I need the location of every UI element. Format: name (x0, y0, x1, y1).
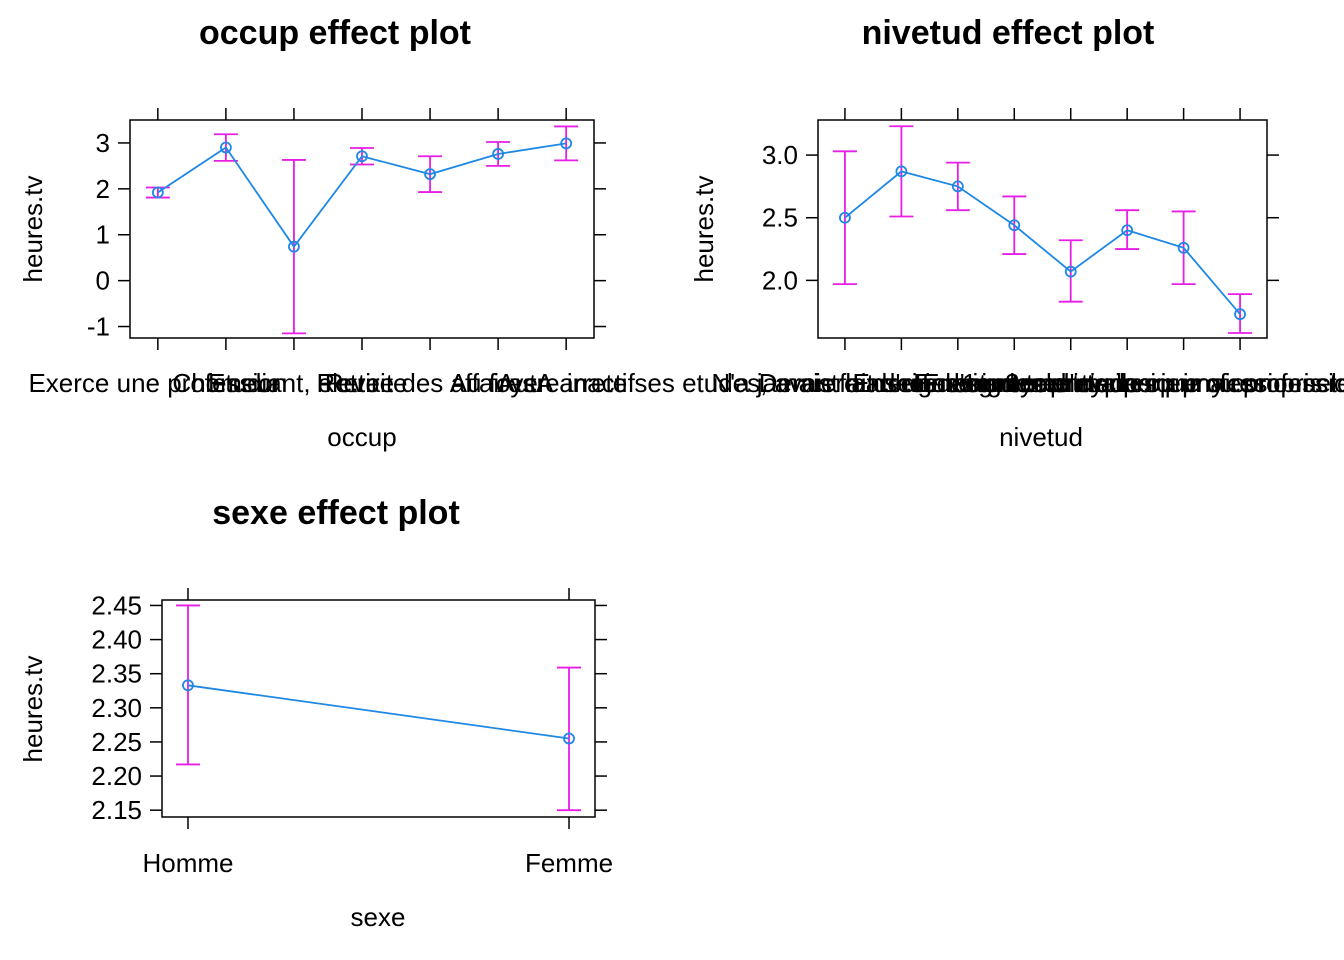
y-tick-label: 2.45 (91, 590, 142, 620)
y-tick-label: 2.0 (762, 265, 798, 295)
x-tick-label: Enseignement superieur y compris techniq… (922, 368, 1344, 398)
effect-point (492, 148, 505, 160)
effect-point (1234, 308, 1246, 321)
x-tick-label: 2eme cycle (1005, 368, 1137, 398)
plot-frame (161, 599, 596, 818)
effect-point (1008, 219, 1021, 232)
x-tick-label: Exerce une profession (28, 368, 287, 398)
effect-panel-1: occup effect plot occup heures.tv -1 0 1 2 3 Exe… (18, 14, 636, 452)
chart-title: sexe effect plot (212, 494, 460, 532)
effect-point (182, 679, 194, 692)
x-tick-label: 1er cycle (962, 368, 1066, 398)
error-bar (557, 666, 582, 812)
effect-point (288, 240, 300, 253)
x-tick-label: A arrete ses etudes, avant la derniere a… (536, 368, 1267, 398)
y-tick-label: 3.0 (762, 140, 798, 170)
y-tick-label: 2.15 (91, 795, 142, 825)
chart-title: nivetud effect plot (862, 14, 1155, 52)
effect-panel-2: nivetud effect plot nivetud heures.tv 2.0 2.… (536, 14, 1344, 452)
y-tick-label: 1 (96, 220, 110, 250)
effect-point (151, 186, 164, 199)
y-axis-label: heures.tv (689, 176, 719, 283)
x-tick-label: Retraite (316, 368, 407, 398)
effect-point (563, 732, 575, 745)
error-bar (175, 604, 200, 766)
x-axis-label: occup (327, 422, 396, 452)
effect-point (839, 211, 851, 224)
y-tick-label: 2.35 (91, 659, 142, 689)
plot-frame (817, 119, 1268, 339)
effect-line (187, 684, 570, 740)
y-tick-label: -1 (87, 312, 110, 342)
x-tick-label: Enseignement technique ou professionnel … (853, 368, 1344, 398)
effect-point (424, 168, 436, 181)
y-tick-label: 2.40 (91, 625, 142, 655)
x-tick-label: Autre inactif (498, 368, 636, 398)
x-tick-label: Enseignement technique ou professionnel … (913, 368, 1344, 398)
effect-point (1121, 224, 1134, 237)
y-tick-label: 2 (96, 174, 110, 204)
y-axis-label: heures.tv (18, 176, 48, 283)
y-tick-label: 0 (96, 266, 110, 296)
effect-point (1177, 241, 1190, 254)
y-tick-label: 2.20 (91, 761, 142, 791)
x-tick-label: Derniere annee d'etudes primaires (759, 368, 1157, 398)
y-tick-label: 2.25 (91, 727, 142, 757)
effect-point (560, 137, 573, 150)
x-tick-label: Etudiant, eleve (208, 368, 380, 398)
y-tick-label: 2.5 (762, 203, 798, 233)
x-tick-label: Chomeur (172, 368, 279, 398)
x-tick-label: Au foyer (450, 368, 547, 398)
effect-point (895, 165, 908, 178)
y-tick-label: 2.30 (91, 693, 142, 723)
x-axis-label: nivetud (999, 422, 1083, 452)
y-axis-label: heures.tv (18, 656, 48, 763)
effect-point (951, 180, 964, 193)
effect-point (219, 141, 232, 154)
x-tick-label: N'a jamais fait d'etudes (711, 368, 978, 398)
effect-line (844, 170, 1241, 315)
effect-point (356, 150, 368, 163)
y-tick-label: 3 (96, 128, 110, 158)
effect-point (1064, 265, 1077, 278)
effect-panel-3: sexe effect plot sexe heures.tv 2.15 2.20 2.2… (18, 494, 613, 932)
x-tick-label: Femme (525, 848, 613, 878)
chart-title: occup effect plot (199, 14, 471, 52)
x-tick-label: Retire des affaires (325, 368, 536, 398)
effect-line (157, 142, 567, 249)
x-tick-label: Homme (142, 848, 233, 878)
x-axis-label: sexe (351, 902, 406, 932)
